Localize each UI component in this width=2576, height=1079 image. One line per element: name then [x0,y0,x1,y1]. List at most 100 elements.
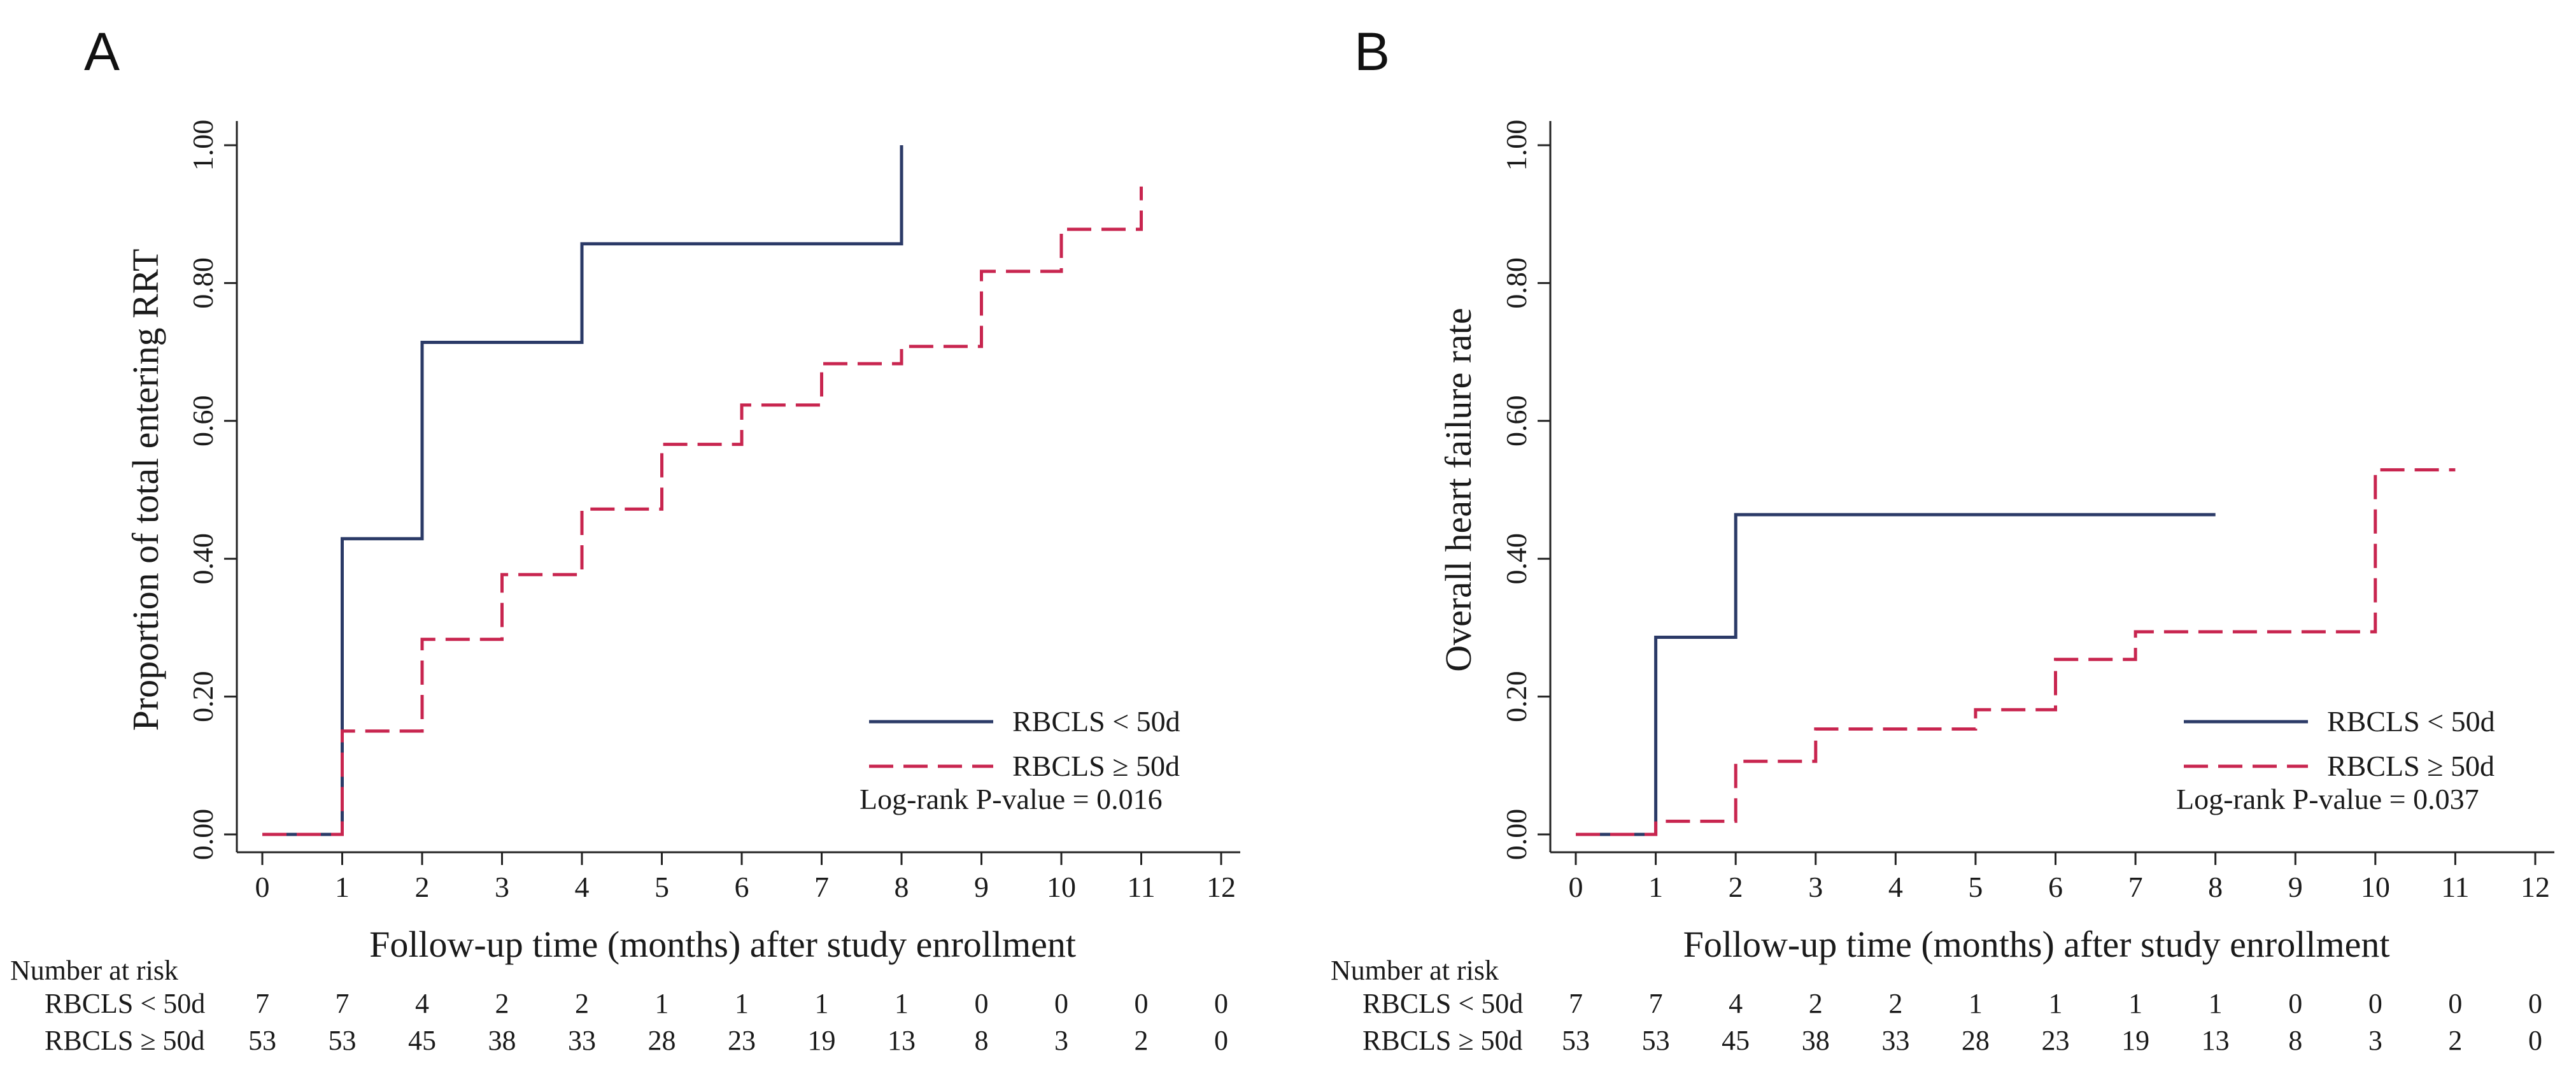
risk-count: 38 [1802,1025,1830,1056]
risk-count: 1 [2209,988,2223,1019]
log-rank-annotation: Log-rank P-value = 0.016 [860,783,1163,815]
x-tick-label: 4 [1888,871,1903,903]
y-tick-label: 1.00 [1500,120,1532,171]
legend-label: RBCLS ≥ 50d [2327,750,2495,782]
x-tick-label: 12 [1207,871,1236,903]
x-tick-label: 3 [495,871,509,903]
risk-count: 2 [575,988,589,1019]
series-line-lt50 [262,145,903,836]
y-tick-label: 0.80 [1500,257,1532,309]
risk-count: 7 [1649,988,1663,1019]
panel-a: A0 1 2 3 4 5 6 7 8 9 10 11 120.000.200.400.600.801.0… [10,22,1240,1056]
legend-label: RBCLS ≥ 50d [1012,750,1180,782]
risk-count: 4 [415,988,429,1019]
x-tick-label: 2 [1729,871,1743,903]
x-tick-label: 0 [1569,871,1583,903]
risk-count: 45 [408,1025,436,1056]
risk-count: 1 [2128,988,2142,1019]
y-tick-label: 0.00 [187,809,219,861]
risk-count: 1 [1969,988,1983,1019]
risk-count: 2 [495,988,509,1019]
risk-count: 7 [1569,988,1583,1019]
x-tick-label: 3 [1808,871,1823,903]
series-line-lt50 [1576,513,2216,836]
risk-row-label: RBCLS < 50d [1362,988,1523,1019]
legend-label: RBCLS < 50d [2327,705,2495,738]
risk-count: 45 [1722,1025,1750,1056]
risk-count: 23 [728,1025,756,1056]
y-axis-title: Proportion of total entering RRT [125,249,166,731]
risk-count: 0 [1214,1025,1228,1056]
x-tick-label: 9 [2288,871,2303,903]
risk-count: 19 [808,1025,836,1056]
y-tick-label: 0.40 [187,533,219,585]
x-tick-label: 1 [1648,871,1663,903]
panel-letter: B [1354,22,1390,82]
risk-count: 38 [488,1025,516,1056]
x-tick-label: 2 [415,871,430,903]
y-axis-title: Overall heart failure rate [1438,308,1479,672]
x-tick-label: 5 [1968,871,1983,903]
panel-b: B0 1 2 3 4 5 6 7 8 9 10 11 120.000.200.400.600.801.0… [1331,22,2554,1056]
risk-count: 53 [248,1025,276,1056]
risk-row-label: RBCLS < 50d [45,988,205,1019]
x-tick-label: 12 [2521,871,2550,903]
y-tick-label: 0.60 [187,396,219,447]
risk-count: 13 [888,1025,916,1056]
x-axis-title: Follow-up time (months) after study enro… [1683,924,2390,965]
x-tick-label: 0 [255,871,270,903]
log-rank-annotation: Log-rank P-value = 0.037 [2176,783,2479,815]
risk-count: 2 [1809,988,1823,1019]
risk-count: 28 [1962,1025,1990,1056]
risk-count: 0 [2448,988,2462,1019]
y-tick-label: 0.40 [1500,533,1532,585]
risk-count: 1 [815,988,829,1019]
y-tick-label: 0.00 [1500,809,1532,861]
x-tick-label: 6 [2048,871,2063,903]
y-tick-label: 0.60 [1500,396,1532,447]
risk-count: 2 [1888,988,1902,1019]
risk-count: 53 [1642,1025,1670,1056]
risk-count: 0 [2528,988,2542,1019]
x-axis-title: Follow-up time (months) after study enro… [369,924,1076,965]
risk-count: 8 [975,1025,989,1056]
risk-count: 28 [648,1025,676,1056]
x-tick-label: 4 [575,871,590,903]
panel-letter: A [84,22,120,82]
risk-count: 1 [655,988,669,1019]
x-tick-label: 11 [2441,871,2469,903]
x-tick-label: 11 [1127,871,1155,903]
risk-table-title: Number at risk [10,955,178,986]
x-tick-label: 8 [895,871,909,903]
risk-count: 8 [2288,1025,2302,1056]
risk-count: 0 [1135,988,1149,1019]
x-tick-label: 1 [335,871,350,903]
x-tick-label: 7 [2128,871,2143,903]
risk-count: 13 [2202,1025,2230,1056]
risk-count: 2 [1135,1025,1149,1056]
risk-count: 7 [255,988,269,1019]
risk-count: 1 [735,988,749,1019]
x-tick-label: 9 [974,871,989,903]
risk-count: 0 [2288,988,2302,1019]
x-tick-label: 7 [814,871,829,903]
risk-count: 1 [895,988,909,1019]
x-tick-label: 5 [655,871,669,903]
risk-count: 2 [2448,1025,2462,1056]
x-tick-label: 10 [2361,871,2390,903]
legend-label: RBCLS < 50d [1012,705,1180,738]
risk-count: 0 [975,988,989,1019]
x-tick-label: 6 [735,871,749,903]
series-line-ge50 [262,186,1143,836]
y-tick-label: 0.20 [1500,671,1532,722]
risk-count: 0 [2368,988,2382,1019]
risk-count: 23 [2042,1025,2070,1056]
x-tick-label: 8 [2208,871,2223,903]
risk-count: 0 [2528,1025,2542,1056]
series-line-ge50 [1576,468,2456,836]
risk-table-title: Number at risk [1331,955,1499,986]
risk-row-label: RBCLS ≥ 50d [1362,1025,1523,1056]
risk-count: 0 [1054,988,1068,1019]
risk-count: 53 [1562,1025,1590,1056]
